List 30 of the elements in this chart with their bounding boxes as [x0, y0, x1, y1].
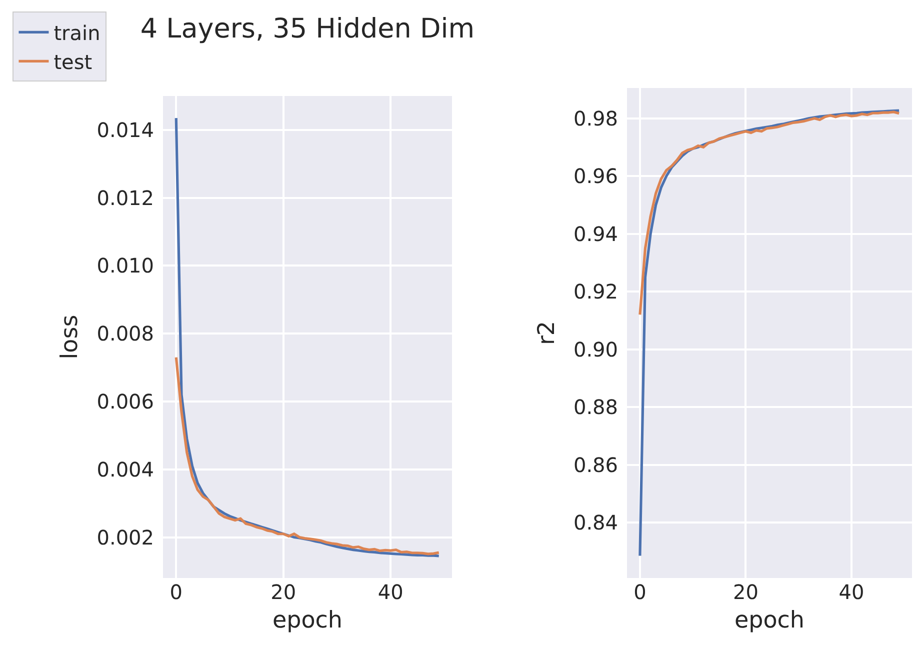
y-axis-title: r2: [534, 320, 560, 346]
chart-title: 4 Layers, 35 Hidden Dim: [140, 13, 475, 44]
y-tick-label: 0.014: [96, 118, 154, 142]
x-tick-label: 0: [634, 580, 646, 604]
y-axis-title: loss: [57, 314, 84, 360]
y-tick-label: 0.008: [96, 322, 154, 346]
y-tick-label: 0.86: [573, 452, 618, 477]
x-axis-title: epoch: [734, 608, 805, 634]
y-tick-label: 0.84: [573, 510, 618, 535]
legend-label: test: [54, 50, 92, 74]
y-tick-label: 0.90: [573, 337, 618, 362]
x-tick-label: 20: [270, 580, 296, 604]
y-tick-label: 0.98: [573, 106, 618, 130]
x-tick-label: 40: [838, 580, 864, 604]
y-tick-label: 0.006: [96, 389, 154, 414]
line-series: [174, 356, 440, 556]
y-tick-label: 0.010: [96, 254, 154, 278]
y-tick-label: 0.88: [573, 395, 618, 420]
x-axis-title: epoch: [272, 608, 343, 634]
x-tick-label: 20: [732, 580, 758, 604]
y-tick-label: 0.96: [573, 164, 618, 188]
y-tick-label: 0.94: [573, 222, 618, 246]
line-series: [638, 110, 900, 316]
y-tick-label: 0.004: [96, 457, 154, 482]
y-tick-label: 0.012: [96, 186, 154, 210]
legend-label: train: [54, 20, 100, 45]
x-tick-label: 0: [170, 580, 183, 604]
x-tick-label: 40: [378, 580, 404, 604]
y-tick-label: 0.92: [573, 280, 618, 304]
y-tick-label: 0.002: [96, 525, 154, 550]
